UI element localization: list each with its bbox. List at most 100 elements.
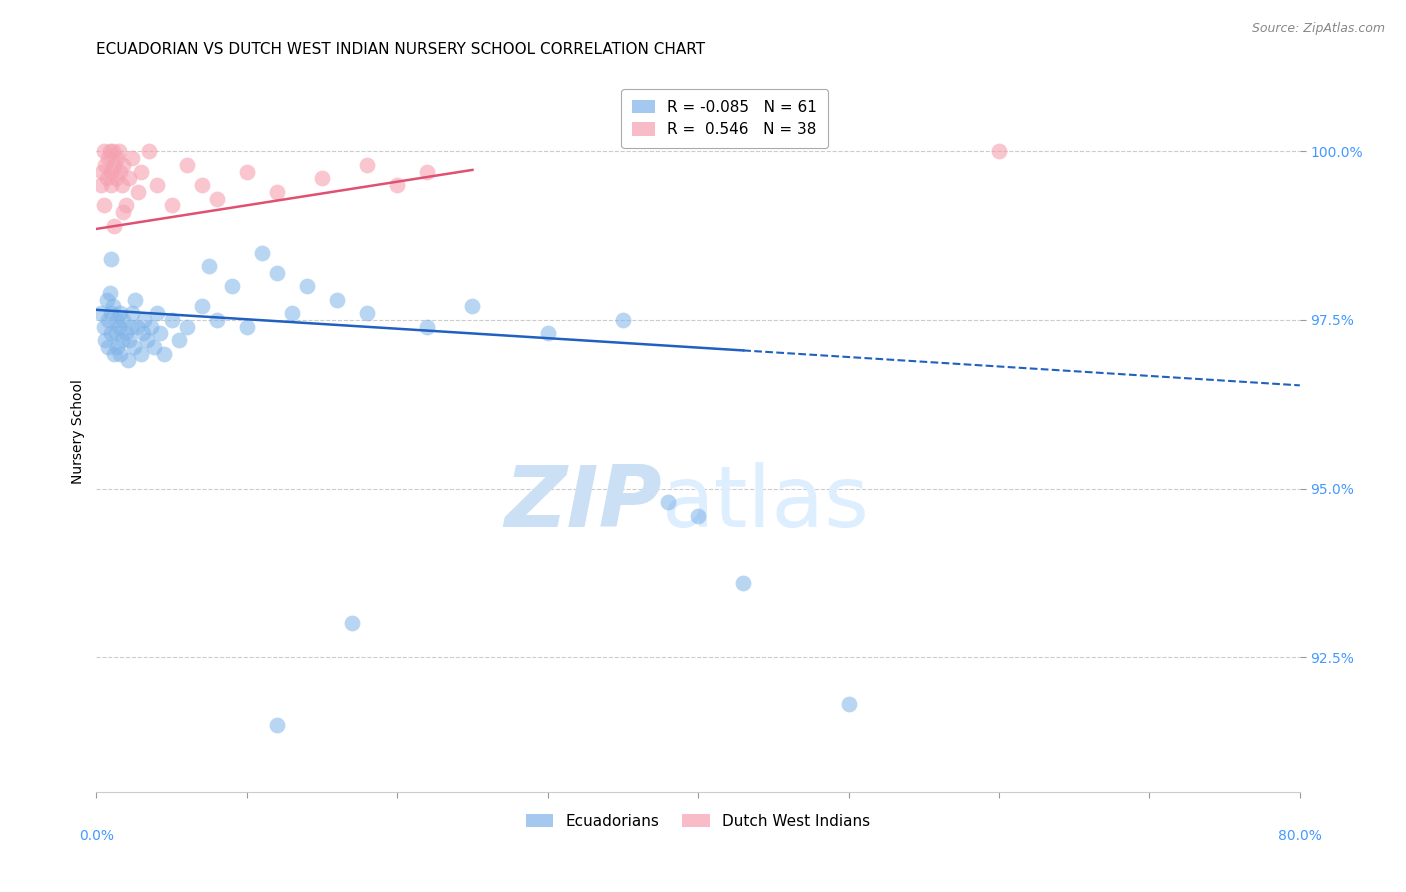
Point	[356, 158, 378, 172]
Point	[104, 326, 127, 341]
Point	[124, 293, 146, 307]
Point	[132, 326, 155, 341]
Point	[118, 333, 141, 347]
Point	[103, 158, 125, 172]
Point	[107, 340, 129, 354]
Point	[139, 319, 162, 334]
Text: 0.0%: 0.0%	[79, 829, 114, 843]
Point	[160, 198, 183, 212]
Point	[537, 326, 560, 341]
Point	[205, 313, 228, 327]
Point	[134, 313, 156, 327]
Point	[97, 313, 120, 327]
Point	[101, 145, 124, 159]
Point	[110, 346, 132, 360]
Point	[103, 346, 125, 360]
Text: atlas: atlas	[662, 462, 870, 545]
Point	[250, 245, 273, 260]
Y-axis label: Nursery School: Nursery School	[72, 379, 86, 483]
Text: ECUADORIAN VS DUTCH WEST INDIAN NURSERY SCHOOL CORRELATION CHART: ECUADORIAN VS DUTCH WEST INDIAN NURSERY …	[97, 42, 706, 57]
Point	[93, 319, 115, 334]
Point	[115, 326, 138, 341]
Point	[120, 319, 142, 334]
Point	[118, 171, 141, 186]
Point	[176, 319, 198, 334]
Point	[127, 185, 149, 199]
Point	[236, 319, 259, 334]
Point	[136, 333, 159, 347]
Point	[153, 346, 176, 360]
Point	[122, 340, 145, 354]
Point	[190, 300, 212, 314]
Point	[138, 145, 160, 159]
Point	[356, 306, 378, 320]
Point	[145, 178, 167, 192]
Point	[90, 178, 112, 192]
Point	[190, 178, 212, 192]
Point	[988, 145, 1011, 159]
Point	[107, 151, 129, 165]
Point	[266, 185, 288, 199]
Point	[101, 300, 124, 314]
Legend: Ecuadorians, Dutch West Indians: Ecuadorians, Dutch West Indians	[520, 807, 876, 835]
Point	[612, 313, 634, 327]
Point	[281, 306, 304, 320]
Point	[111, 333, 134, 347]
Point	[100, 306, 122, 320]
Point	[131, 346, 153, 360]
Point	[121, 306, 143, 320]
Point	[733, 576, 755, 591]
Point	[221, 279, 243, 293]
Point	[117, 353, 139, 368]
Point	[416, 164, 439, 178]
Point	[112, 205, 135, 219]
Point	[125, 319, 148, 334]
Point	[91, 164, 114, 178]
Point	[266, 717, 288, 731]
Point	[94, 158, 117, 172]
Point	[104, 171, 127, 186]
Point	[131, 164, 153, 178]
Point	[110, 164, 132, 178]
Point	[688, 508, 710, 523]
Point	[96, 171, 118, 186]
Point	[326, 293, 349, 307]
Point	[838, 698, 860, 712]
Point	[198, 259, 221, 273]
Point	[112, 313, 135, 327]
Point	[107, 313, 129, 327]
Point	[145, 306, 167, 320]
Point	[108, 319, 131, 334]
Point	[167, 333, 190, 347]
Text: 80.0%: 80.0%	[1278, 829, 1322, 843]
Point	[176, 158, 198, 172]
Point	[100, 178, 122, 192]
Point	[461, 300, 484, 314]
Point	[100, 252, 122, 267]
Point	[657, 495, 679, 509]
Point	[90, 306, 112, 320]
Point	[103, 219, 125, 233]
Point	[110, 306, 132, 320]
Point	[97, 340, 120, 354]
Point	[387, 178, 409, 192]
Point	[148, 326, 170, 341]
Point	[100, 326, 122, 341]
Point	[295, 279, 318, 293]
Point	[266, 266, 288, 280]
Point	[97, 151, 120, 165]
Text: ZIP: ZIP	[505, 462, 662, 545]
Point	[416, 319, 439, 334]
Text: Source: ZipAtlas.com: Source: ZipAtlas.com	[1251, 22, 1385, 36]
Point	[108, 145, 131, 159]
Point	[100, 164, 122, 178]
Point	[142, 340, 165, 354]
Point	[98, 285, 121, 300]
Point	[98, 145, 121, 159]
Point	[340, 616, 363, 631]
Point	[160, 313, 183, 327]
Point	[205, 192, 228, 206]
Point	[112, 158, 135, 172]
Point	[96, 293, 118, 307]
Point	[93, 145, 115, 159]
